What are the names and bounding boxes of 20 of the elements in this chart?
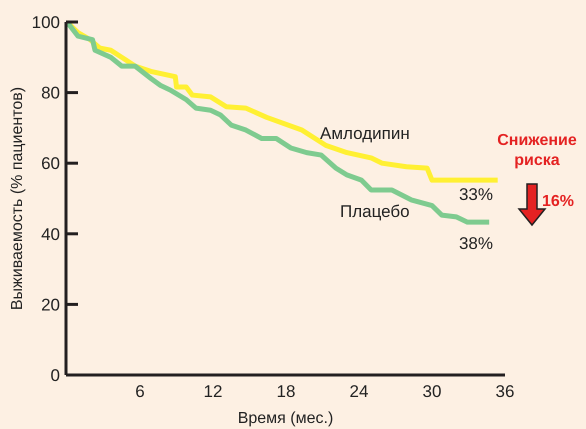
y-tick-label: 100 xyxy=(32,12,60,32)
x-tick-label: 30 xyxy=(422,382,442,401)
annotation: 38% xyxy=(458,234,493,253)
series-label: Амлодипин xyxy=(320,124,410,143)
text: 16% xyxy=(542,193,574,210)
x-tick-label: 18 xyxy=(276,382,296,401)
x-tick-label: 6 xyxy=(135,382,145,401)
x-tick-label: 36 xyxy=(496,382,514,401)
y-tick-label: 80 xyxy=(41,84,60,103)
series-label: Плацебо xyxy=(340,202,410,221)
y-tick-label: 0 xyxy=(50,366,60,385)
x-tick-label: 12 xyxy=(204,382,222,401)
annotation: 33% xyxy=(458,185,493,204)
x-axis-title: Время (мес.) xyxy=(238,410,334,427)
y-axis-title: Выживаемость (% пациентов) xyxy=(9,86,26,310)
y-tick-label: 20 xyxy=(41,295,60,314)
x-tick-label: 24 xyxy=(350,382,368,401)
y-tick-label: 40 xyxy=(41,224,60,244)
annotation: Снижение риска xyxy=(497,132,577,169)
y-tick-label: 60 xyxy=(41,154,60,174)
